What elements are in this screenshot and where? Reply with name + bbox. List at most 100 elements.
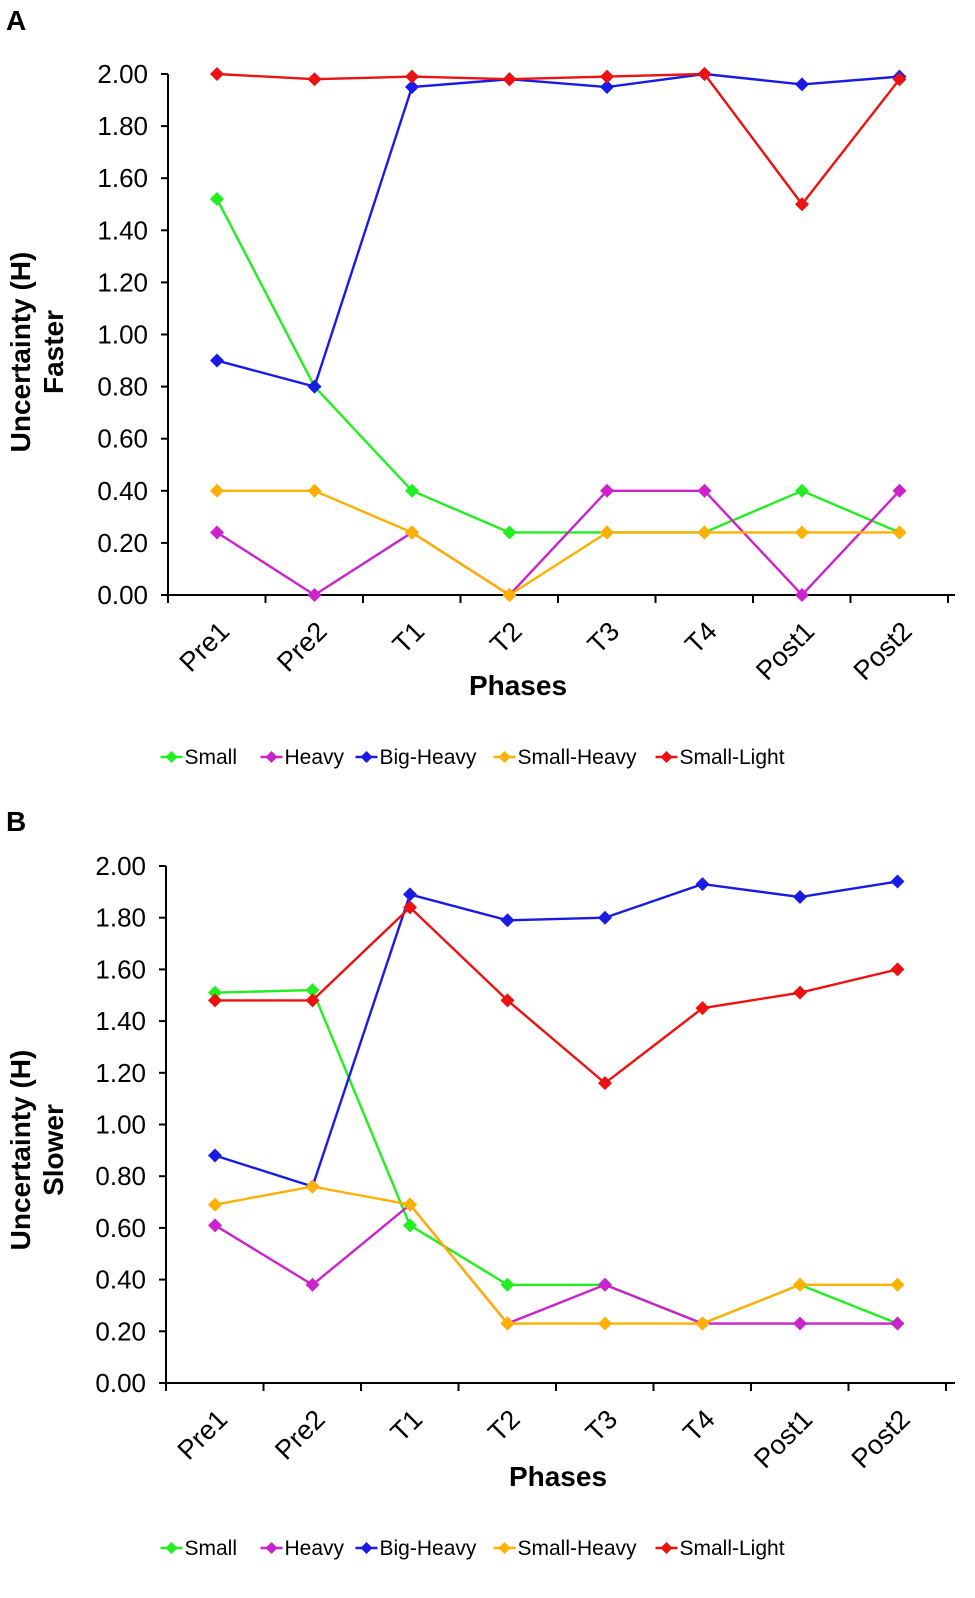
- series-line: [214, 1185, 898, 1325]
- data-point: [307, 483, 322, 498]
- y-axis-ticks: 0.00 0.20 0.40 0.60 0.80 1.00 1.20 1.40 1.60 1.80…: [95, 851, 166, 1398]
- x-tick-label: Pre2: [271, 616, 333, 678]
- y-tick-label: 1.40: [95, 1006, 146, 1036]
- data-point: [892, 72, 907, 87]
- data-point: [795, 525, 809, 540]
- x-tick-label: T2: [484, 616, 527, 659]
- data-point: [502, 525, 517, 540]
- data-point: [500, 993, 515, 1008]
- data-point: [305, 1179, 320, 1194]
- y-tick-label: 2.00: [97, 59, 148, 89]
- series-big-heavy: [210, 67, 907, 394]
- y-axis-subtitle: Slower: [38, 1104, 69, 1196]
- data-point: [405, 69, 419, 84]
- data-point: [500, 1277, 515, 1292]
- y-tick-label: 0.80: [97, 372, 148, 402]
- legend-marker: [498, 1542, 511, 1554]
- data-point: [307, 379, 322, 394]
- x-tick-label: Pre1: [172, 1404, 234, 1466]
- x-tick-label: T4: [677, 1404, 720, 1447]
- data-point: [405, 483, 419, 498]
- legend-label: Small-Heavy: [518, 1537, 638, 1560]
- data-point: [600, 80, 614, 95]
- data-point: [795, 77, 809, 92]
- data-point: [405, 80, 419, 95]
- x-tick-label: Pre2: [269, 1404, 331, 1466]
- y-tick-label: 1.00: [95, 1110, 146, 1140]
- data-point: [403, 900, 417, 915]
- data-point: [892, 483, 907, 498]
- x-tick-label: T2: [482, 1404, 525, 1447]
- series-small-heavy: [210, 483, 907, 602]
- data-point: [208, 993, 222, 1008]
- y-tick-label: 0.00: [97, 580, 148, 610]
- panel-letter: A: [6, 5, 26, 36]
- series-line: [215, 905, 898, 1085]
- data-point: [892, 525, 907, 540]
- data-point: [403, 1197, 417, 1212]
- legend-item: Heavy: [260, 746, 345, 769]
- y-tick-label: 0.60: [95, 1213, 146, 1243]
- x-tick-label: Post1: [750, 616, 820, 686]
- data-point: [403, 1218, 417, 1233]
- legend-item: Small-Light: [655, 746, 785, 769]
- data-point: [405, 525, 419, 540]
- y-axis-ticks: 0.00 0.20 0.40 0.60 0.80 1.00 1.20 1.40 1.60 1.80…: [97, 59, 168, 610]
- data-point: [210, 192, 224, 207]
- y-axis-subtitle: Faster: [38, 310, 69, 394]
- data-point: [890, 874, 905, 889]
- y-tick-label: 1.00: [97, 320, 148, 350]
- legend-item: Small: [160, 746, 237, 769]
- y-tick-label: 0.20: [97, 528, 148, 558]
- data-point: [307, 588, 322, 602]
- chart-panel-b: B 0.00 0.20 0.40 0.60 0.80 1.00 1.20 1.40 1.60 1.…: [5, 810, 955, 1560]
- data-point: [697, 483, 712, 498]
- data-point: [697, 525, 712, 540]
- data-point: [598, 1076, 612, 1091]
- data-point: [695, 1001, 710, 1016]
- series-small-light: [210, 67, 907, 212]
- legend-label: Small-Light: [680, 1537, 785, 1560]
- legend-marker: [265, 751, 278, 763]
- legend-label: Small: [185, 1537, 238, 1560]
- data-point: [502, 72, 517, 87]
- x-axis-title: Phases: [509, 1461, 607, 1492]
- x-tick-label: T3: [582, 616, 625, 659]
- x-tick-label: Post1: [748, 1404, 818, 1474]
- legend: Small Heavy Big-Heavy Small-Heavy Small-Ligh…: [160, 746, 785, 769]
- data-point: [210, 525, 224, 540]
- legend-marker: [165, 1542, 178, 1554]
- data-point: [307, 72, 322, 87]
- data-point: [695, 1316, 710, 1331]
- y-tick-label: 0.20: [95, 1316, 146, 1346]
- series-big-heavy: [208, 874, 905, 1194]
- x-tick-label: Pre1: [174, 616, 236, 678]
- x-tick-label: Post2: [848, 616, 918, 686]
- legend-marker: [360, 751, 373, 763]
- series-line: [216, 489, 901, 597]
- data-point: [697, 67, 712, 81]
- data-point: [210, 67, 224, 81]
- legend-item: Heavy: [260, 1537, 345, 1560]
- data-point: [305, 983, 320, 998]
- data-point: [500, 913, 515, 928]
- x-axis-title: Phases: [469, 670, 567, 701]
- legend-item: Big-Heavy: [355, 746, 477, 769]
- data-point: [890, 1316, 905, 1331]
- chart-panel-a: A 0.00 0.20 0.40 0.60 0.80 1.00 1.20 1.40 1.60 1.…: [5, 5, 955, 769]
- data-point: [598, 1277, 612, 1292]
- series-line: [216, 72, 901, 207]
- legend-marker: [165, 751, 178, 763]
- data-point: [793, 985, 807, 1000]
- y-tick-label: 0.00: [95, 1368, 146, 1398]
- y-tick-label: 1.60: [95, 954, 146, 984]
- x-tick-label: T1: [387, 616, 430, 659]
- legend-marker: [360, 1542, 373, 1554]
- data-point: [795, 483, 809, 498]
- legend-item: Small: [160, 1537, 238, 1560]
- legend-label: Small-Heavy: [518, 746, 638, 769]
- legend-label: Heavy: [285, 1537, 345, 1560]
- data-point: [600, 483, 614, 498]
- y-axis-title: Uncertainty (H): [5, 1050, 36, 1251]
- data-point: [795, 197, 809, 212]
